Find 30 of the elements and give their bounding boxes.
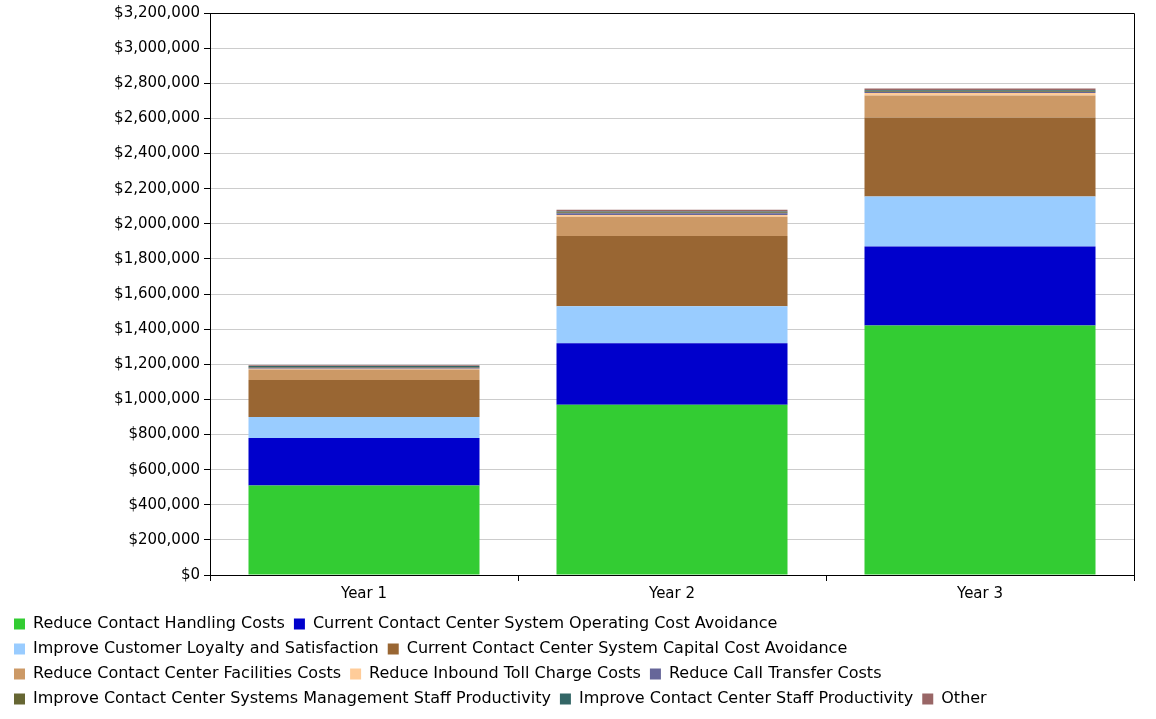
y-tick-label: $400,000 xyxy=(128,494,200,513)
y-tick-label: $2,600,000 xyxy=(114,108,200,127)
y-tick-label: $1,200,000 xyxy=(114,354,200,373)
y-tick-label: $2,400,000 xyxy=(114,143,200,162)
legend-label: Reduce Contact Handling Costs xyxy=(33,613,285,633)
y-tick-label: $2,200,000 xyxy=(114,178,200,197)
legend-label: Current Contact Center System Capital Cost Avoidance xyxy=(406,638,848,658)
y-tick-label: $1,000,000 xyxy=(114,389,200,408)
legend-label: Other xyxy=(941,688,988,708)
y-tick-label: $2,800,000 xyxy=(114,73,200,92)
x-tick-label: Year 1 xyxy=(339,583,388,602)
legend-label: Improve Customer Loyalty and Satisfaction xyxy=(33,638,379,658)
legend-label: Improve Contact Center Systems Management Staff Productivity xyxy=(33,688,551,708)
legend-label: Current Contact Center System Operating Cost Avoidance xyxy=(312,613,778,633)
y-tick-label: $600,000 xyxy=(128,459,200,478)
legend-label: Reduce Inbound Toll Charge Costs xyxy=(369,663,641,683)
legend-label: Reduce Call Transfer Costs xyxy=(668,663,882,683)
y-tick-label: $2,000,000 xyxy=(114,213,200,232)
y-tick-label: $1,400,000 xyxy=(114,319,200,338)
y-tick-label: $1,600,000 xyxy=(114,283,200,302)
y-tick-label: $3,200,000 xyxy=(114,2,200,21)
legend-label: Reduce Contact Center Facilities Costs xyxy=(33,663,342,683)
x-tick-label: Year 3 xyxy=(955,583,1004,602)
y-tick-label: $3,000,000 xyxy=(114,38,200,57)
y-tick-label: $1,800,000 xyxy=(114,248,200,267)
y-tick-label: $200,000 xyxy=(128,529,200,548)
legend-label: Improve Contact Center Staff Productivity xyxy=(578,688,914,708)
x-tick-label: Year 2 xyxy=(647,583,696,602)
y-tick-label: $800,000 xyxy=(128,424,200,443)
y-tick-label: $0 xyxy=(180,564,200,583)
